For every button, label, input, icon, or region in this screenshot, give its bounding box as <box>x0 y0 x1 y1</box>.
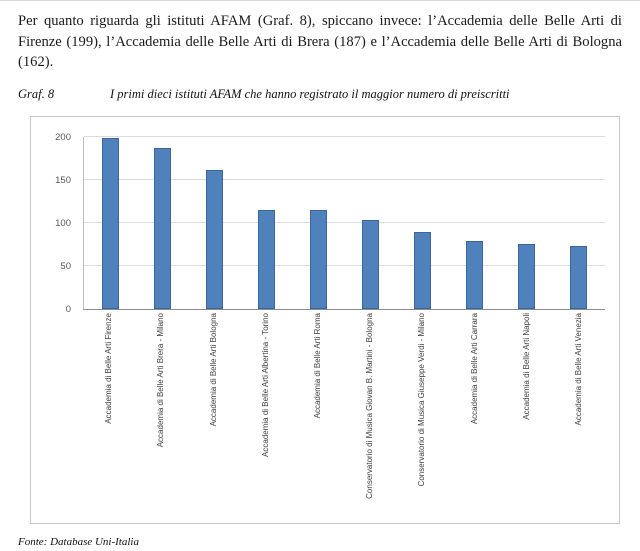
category-label-cell: Accademia di Belle Arti Venezia <box>553 313 605 513</box>
category-label-cell: Conservatorio di Musica Giuseppe Verdi -… <box>396 313 448 513</box>
y-tick-label: 150 <box>55 175 71 187</box>
y-axis: 0 50 100 150 200 <box>37 132 75 315</box>
chart-caption-title: I primi dieci istituti AFAM che hanno re… <box>110 87 510 102</box>
bar <box>101 138 119 310</box>
category-label: Conservatorio di Musica Giuseppe Verdi -… <box>417 313 427 487</box>
source-note: Fonte: Database Uni-Italia <box>18 536 139 549</box>
bars-row <box>84 137 605 310</box>
y-tick-label: 50 <box>60 261 71 273</box>
gridline <box>84 265 605 267</box>
bar <box>414 232 432 310</box>
bar-column <box>449 137 501 310</box>
category-label: Accademia di Belle Arti Napoli <box>521 313 531 420</box>
category-label-cell: Accademia di Belle Arti Brera - Milano <box>135 313 187 513</box>
bar <box>257 210 275 310</box>
bar <box>570 246 588 310</box>
bar-column <box>397 137 449 310</box>
category-label-cell: Accademia di Belle Arti Carrara <box>448 313 500 513</box>
plot-area <box>83 136 605 311</box>
bar-column <box>344 137 396 310</box>
category-label: Conservatorio di Musica Giovan B. Martin… <box>365 313 375 500</box>
chart-caption-label: Graf. 8 <box>18 87 55 102</box>
category-label-cell: Accademia di Belle Arti Napoli <box>501 313 553 513</box>
y-tick-label: 0 <box>65 304 71 316</box>
chart-frame: 0 50 100 150 200 Accademia di Belle Arti Fir… <box>30 116 620 525</box>
bar <box>518 244 536 310</box>
y-tick-label: 100 <box>55 218 71 230</box>
y-tick-label: 200 <box>55 132 71 144</box>
labels-row: Accademia di Belle Arti Firenze Accademia… <box>83 313 605 513</box>
category-label-cell: Accademia di Belle Arti Roma <box>292 313 344 513</box>
bar-column <box>136 137 188 310</box>
category-label: Accademia di Belle Arti Roma <box>312 313 322 419</box>
bar-column <box>501 137 553 310</box>
category-label: Accademia di Belle Arti Venezia <box>573 313 583 426</box>
gridline <box>84 179 605 181</box>
category-label-cell: Accademia di Belle Arti Bologna <box>187 313 239 513</box>
category-label: Accademia di Belle Arti Bologna <box>208 313 218 427</box>
category-label: Accademia di Belle Arti Albertina - Tori… <box>260 313 270 458</box>
gridline <box>84 136 605 138</box>
bar <box>205 170 223 310</box>
bar <box>309 210 327 310</box>
bar-column <box>188 137 240 310</box>
plot-region: 0 50 100 150 200 Accademia di Belle Arti Fir… <box>55 132 605 513</box>
category-label-cell: Accademia di Belle Arti Albertina - Tori… <box>240 313 292 513</box>
gridline <box>84 222 605 224</box>
bar-column <box>553 137 605 310</box>
body-paragraph: Per quanto riguarda gli istituti AFAM (G… <box>18 13 622 71</box>
bar-column <box>240 137 292 310</box>
category-label: Accademia di Belle Arti Carrara <box>469 313 479 425</box>
category-label-cell: Conservatorio di Musica Giovan B. Martin… <box>344 313 396 513</box>
bar <box>362 220 380 310</box>
bar <box>153 148 171 310</box>
bar-column <box>292 137 344 310</box>
category-label-cell: Accademia di Belle Arti Firenze <box>83 313 135 513</box>
bar <box>466 241 484 310</box>
category-label: Accademia di Belle Arti Brera - Milano <box>156 313 166 448</box>
chart-caption: Graf. 8 I primi dieci istituti AFAM che … <box>18 87 622 102</box>
bar-column <box>84 137 136 310</box>
category-label: Accademia di Belle Arti Firenze <box>104 313 114 424</box>
